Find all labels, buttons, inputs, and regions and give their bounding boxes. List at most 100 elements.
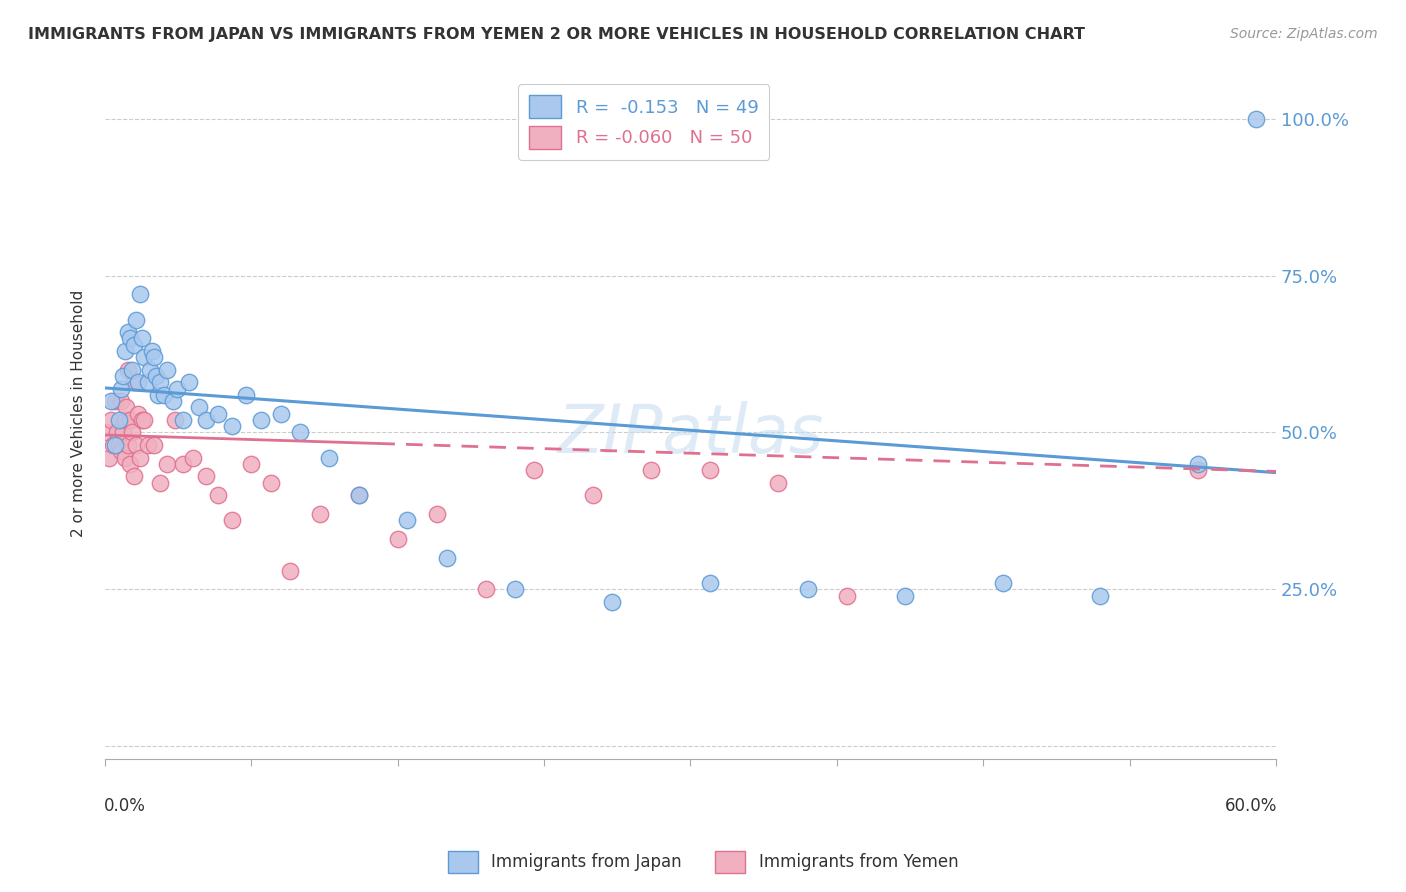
Point: [1187, 463, 1209, 477]
Point: [149, 475, 172, 490]
Point: [172, 457, 194, 471]
Point: [308, 507, 330, 521]
Point: [117, 362, 139, 376]
Point: [195, 413, 218, 427]
Point: [136, 376, 159, 390]
Point: [1246, 112, 1268, 126]
Point: [835, 589, 858, 603]
Point: [699, 463, 721, 477]
Point: [991, 576, 1014, 591]
Point: [396, 513, 419, 527]
Point: [288, 425, 311, 440]
Point: [131, 331, 153, 345]
Point: [156, 362, 179, 376]
Point: [122, 469, 145, 483]
Point: [100, 394, 122, 409]
Point: [104, 394, 127, 409]
Point: [221, 419, 243, 434]
Text: IMMIGRANTS FROM JAPAN VS IMMIGRANTS FROM YEMEN 2 OR MORE VEHICLES IN HOUSEHOLD C: IMMIGRANTS FROM JAPAN VS IMMIGRANTS FROM…: [28, 27, 1085, 42]
Point: [117, 325, 139, 339]
Point: [114, 450, 136, 465]
Point: [132, 350, 155, 364]
Point: [111, 425, 134, 440]
Point: [172, 413, 194, 427]
Point: [387, 532, 409, 546]
Point: [111, 369, 134, 384]
Point: [1187, 457, 1209, 471]
Point: [894, 589, 917, 603]
Point: [221, 513, 243, 527]
Point: [582, 488, 605, 502]
Point: [523, 463, 546, 477]
Point: [146, 388, 169, 402]
Legend: R =  -0.153   N = 49, R = -0.060   N = 50: R = -0.153 N = 49, R = -0.060 N = 50: [517, 85, 769, 160]
Point: [165, 413, 187, 427]
Point: [156, 457, 179, 471]
Point: [114, 343, 136, 358]
Point: [125, 438, 148, 452]
Point: [127, 407, 149, 421]
Point: [125, 312, 148, 326]
Y-axis label: 2 or more Vehicles in Household: 2 or more Vehicles in Household: [72, 290, 86, 537]
Point: [107, 413, 129, 427]
Point: [122, 337, 145, 351]
Point: [1090, 589, 1112, 603]
Point: [121, 425, 143, 440]
Point: [640, 463, 662, 477]
Point: [280, 564, 302, 578]
Point: [318, 450, 340, 465]
Legend: Immigrants from Japan, Immigrants from Yemen: Immigrants from Japan, Immigrants from Y…: [441, 845, 965, 880]
Point: [105, 425, 128, 440]
Text: 0.0%: 0.0%: [104, 797, 146, 814]
Point: [162, 394, 184, 409]
Point: [796, 582, 818, 597]
Point: [131, 413, 153, 427]
Point: [207, 407, 229, 421]
Point: [122, 376, 145, 390]
Point: [101, 438, 124, 452]
Point: [121, 362, 143, 376]
Point: [110, 382, 132, 396]
Point: [110, 394, 132, 409]
Point: [141, 343, 163, 358]
Point: [142, 350, 165, 364]
Point: [97, 450, 120, 465]
Point: [120, 331, 142, 345]
Point: [181, 450, 204, 465]
Point: [96, 425, 118, 440]
Point: [207, 488, 229, 502]
Point: [127, 376, 149, 390]
Text: ZIPatlas: ZIPatlas: [557, 401, 824, 467]
Point: [129, 450, 152, 465]
Point: [474, 582, 496, 597]
Point: [260, 475, 283, 490]
Point: [270, 407, 292, 421]
Point: [120, 413, 142, 427]
Point: [120, 457, 142, 471]
Point: [768, 475, 790, 490]
Point: [129, 287, 152, 301]
Point: [145, 369, 167, 384]
Point: [347, 488, 370, 502]
Point: [187, 401, 209, 415]
Point: [602, 595, 624, 609]
Point: [503, 582, 526, 597]
Point: [110, 444, 132, 458]
Point: [114, 413, 136, 427]
Point: [139, 362, 162, 376]
Point: [426, 507, 449, 521]
Point: [436, 551, 458, 566]
Point: [117, 438, 139, 452]
Point: [240, 457, 263, 471]
Point: [136, 438, 159, 452]
Point: [100, 413, 122, 427]
Point: [177, 376, 200, 390]
Point: [152, 388, 174, 402]
Point: [166, 382, 188, 396]
Point: [235, 388, 257, 402]
Text: 60.0%: 60.0%: [1225, 797, 1277, 814]
Point: [149, 376, 172, 390]
Text: Source: ZipAtlas.com: Source: ZipAtlas.com: [1230, 27, 1378, 41]
Point: [195, 469, 218, 483]
Point: [115, 401, 138, 415]
